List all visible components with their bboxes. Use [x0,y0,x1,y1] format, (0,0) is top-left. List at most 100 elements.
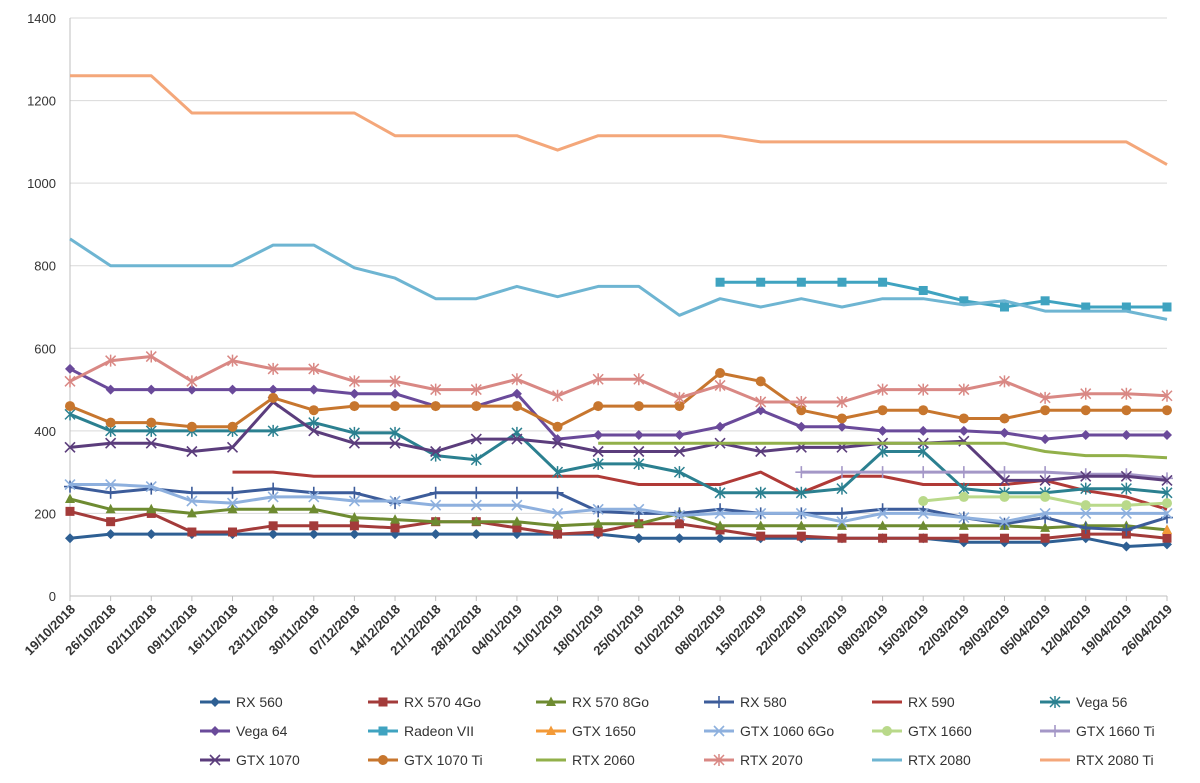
legend-label: Radeon VII [404,723,474,739]
data-point [349,401,360,412]
data-point [551,486,564,499]
data-point [796,520,807,530]
data-point [917,383,929,396]
data-point [715,520,726,530]
series-vega-64 [65,363,1172,445]
data-point [470,499,482,511]
data-point [1161,507,1173,519]
data-point [267,362,279,375]
data-point [795,395,807,408]
data-point [917,445,929,458]
data-point [958,511,970,524]
data-point [633,533,644,544]
data-point [471,529,482,540]
data-point [999,427,1010,438]
y-tick-label: 1200 [27,94,56,109]
series-line [69,355,1168,404]
data-point [1162,498,1172,509]
series-line [70,483,1167,524]
data-point [1162,533,1172,543]
legend-label: GTX 1650 [572,723,636,739]
data-point [105,417,116,428]
data-point [1161,474,1173,486]
data-point [430,499,442,511]
legend-item-gtx-1650: GTX 1650 [536,723,636,739]
data-point [146,529,157,540]
y-tick-label: 400 [34,424,56,439]
data-point [64,375,76,388]
data-point [837,277,847,287]
data-point [268,384,279,395]
legend-marker [210,697,220,707]
data-point [552,466,564,479]
data-point [1121,500,1132,511]
data-point [146,508,156,518]
data-point [1039,466,1052,479]
data-point [1079,468,1092,481]
legend-item-rx-560: RX 560 [200,694,283,710]
data-point [673,509,686,522]
data-point [308,405,319,416]
data-point [1081,302,1091,312]
data-point [1039,507,1051,519]
data-point [65,401,75,412]
data-point [999,302,1009,312]
data-point [552,389,564,402]
data-point [349,512,360,522]
data-point [877,425,888,436]
data-point [470,453,482,466]
data-point [958,425,969,436]
data-point [186,495,198,507]
data-point [470,383,482,396]
series-lines [64,74,1173,552]
legend-item-vega-56: Vega 56 [1040,694,1128,710]
data-point [633,503,645,515]
data-point [633,518,644,528]
legend-item-gtx-1060-6go: GTX 1060 6Go [704,723,834,739]
data-point [1081,529,1091,539]
legend-item-gtx-1070: GTX 1070 [200,752,300,768]
data-point [309,521,319,531]
y-tick-label: 600 [34,341,56,356]
data-point [390,401,401,412]
data-point [918,285,928,295]
series-rx-570-4go [65,506,1172,543]
legend-item-rtx-2060: RTX 2060 [536,752,635,768]
series-line [69,497,1168,532]
data-point [633,445,645,458]
data-point [998,466,1011,479]
data-point [1120,387,1132,400]
data-point [877,520,888,530]
data-point [1079,521,1092,534]
data-point [958,520,969,530]
data-point [430,445,442,458]
data-point [551,437,564,449]
data-point [1040,533,1050,543]
data-point [145,350,157,363]
data-point [836,516,848,528]
data-point [835,507,848,520]
series-line [598,441,1168,460]
data-point [308,529,319,540]
data-point [267,491,279,503]
data-point [592,373,604,386]
data-point [836,520,847,530]
data-point [185,486,198,499]
data-point [755,376,766,387]
data-point [1161,389,1173,402]
data-point [673,445,686,458]
data-point [999,413,1010,424]
data-point [267,482,280,495]
data-point [430,516,441,526]
data-point [1040,405,1051,416]
data-point [877,507,889,519]
legend-marker [882,726,892,736]
data-point [267,424,279,437]
data-point [145,481,157,493]
data-point [755,507,767,519]
data-point [877,383,889,396]
data-point [511,499,523,511]
series-gtx-1070-ti [65,368,1172,432]
legend-marker [378,755,388,765]
